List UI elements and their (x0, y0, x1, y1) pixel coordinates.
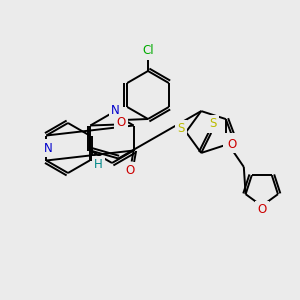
Text: Cl: Cl (142, 44, 154, 58)
Text: O: O (257, 203, 266, 216)
Text: O: O (116, 116, 126, 129)
Text: O: O (227, 138, 236, 151)
Text: H: H (94, 158, 103, 171)
Text: S: S (209, 117, 217, 130)
Text: S: S (177, 122, 185, 136)
Text: O: O (125, 164, 134, 177)
Text: N: N (225, 135, 234, 148)
Text: N: N (111, 104, 119, 118)
Text: N: N (44, 142, 53, 154)
